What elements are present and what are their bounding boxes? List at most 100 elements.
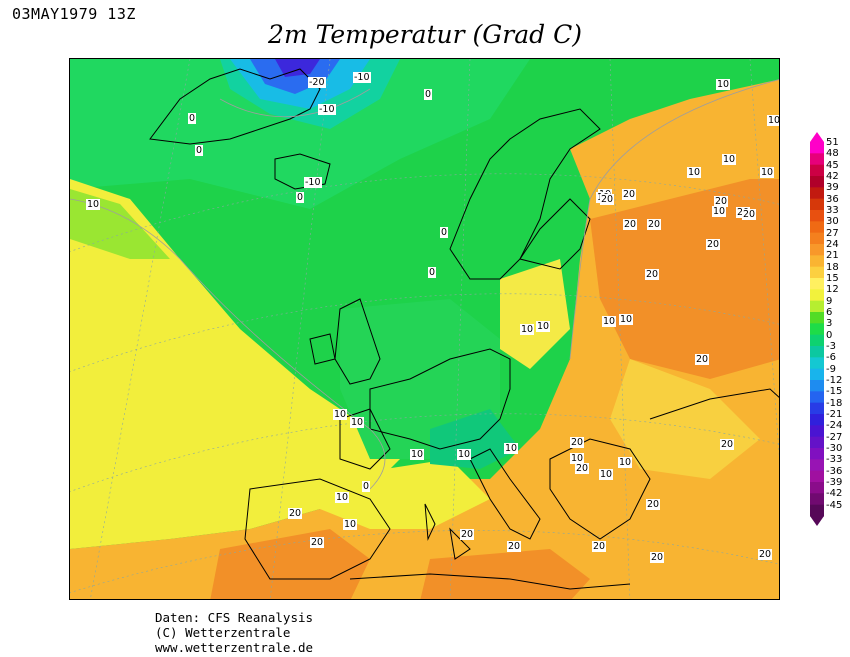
color-legend [810, 132, 824, 526]
contour-label: 10 [410, 449, 425, 460]
temperature-map: -20-10-10000-100100010101010101010202020… [69, 58, 780, 600]
legend-label: 48 [826, 148, 839, 160]
legend-swatch [810, 402, 824, 415]
contour-label: 20 [288, 508, 303, 519]
legend-label: 42 [826, 171, 839, 182]
contour-label: 10 [716, 79, 731, 90]
contour-label: -20 [308, 77, 326, 88]
contour-label: 20 [570, 437, 585, 448]
legend-label: -15 [826, 386, 843, 398]
contour-label: 10 [333, 409, 348, 420]
legend-label: -36 [826, 465, 843, 477]
contour-label: 0 [195, 145, 204, 156]
legend-swatch [810, 334, 824, 347]
legend-swatch [810, 436, 824, 449]
legend-swatch [810, 482, 824, 494]
contour-label: 20 [720, 439, 735, 450]
contour-label: 0 [362, 481, 371, 492]
graticule [70, 59, 779, 599]
legend-label: 0 [826, 329, 833, 341]
legend-label: -45 [826, 499, 843, 511]
legend-label: 27 [826, 227, 839, 239]
legend-swatch [810, 300, 824, 313]
legend-label: -42 [826, 488, 843, 500]
credit-copyright: (C) Wetterzentrale [155, 625, 291, 640]
legend-label: 45 [826, 159, 839, 171]
contour-label: 10 [599, 469, 614, 480]
legend-swatch [810, 448, 824, 460]
legend-arrow-top [810, 132, 824, 142]
contour-label: 20 [507, 541, 522, 552]
map-title: 2m Temperatur (Grad C) [268, 20, 582, 49]
contour-label: 0 [440, 227, 449, 238]
legend-label: 3 [826, 318, 833, 330]
legend-bar [810, 132, 824, 526]
legend-label: 36 [826, 193, 839, 205]
field-cold-deepest [275, 59, 320, 77]
credit-data-source: Daten: CFS Reanalysis [155, 610, 314, 625]
coastlines [149, 68, 779, 590]
legend-label: -33 [826, 454, 843, 466]
legend-swatch [810, 255, 824, 268]
field-yellow-atlantic [70, 179, 400, 549]
contour-label: 20 [310, 537, 325, 548]
contour-label: 20 [758, 549, 773, 560]
legend-swatch [810, 232, 824, 245]
legend-swatch [810, 504, 824, 517]
legend-swatch [810, 153, 824, 166]
contours [70, 79, 779, 490]
legend-swatch [810, 164, 824, 177]
contour-label: 10 [618, 457, 633, 468]
legend-label: 21 [826, 250, 839, 262]
legend-label: 18 [826, 261, 839, 273]
contour-label: 10 [86, 199, 101, 210]
legend-swatch [810, 176, 824, 188]
field-light-green [70, 59, 530, 209]
legend-swatch [810, 323, 824, 336]
legend-label: 51 [826, 137, 839, 148]
contour-label: 20 [592, 541, 607, 552]
credits: Daten: CFS Reanalysis (C) Wetterzentrale… [155, 610, 313, 655]
contour-label: 20 [575, 463, 590, 474]
legend-swatch [810, 187, 824, 200]
legend-label: 33 [826, 205, 839, 216]
contour-label: 0 [188, 113, 197, 124]
contour-label: 20 [645, 269, 660, 280]
legend-label: -21 [826, 409, 843, 420]
credit-website[interactable]: www.wetterzentrale.de [155, 640, 314, 655]
legend-arrow-bottom [810, 516, 824, 526]
contour-label: 10 [722, 154, 737, 165]
legend-label: -30 [826, 443, 843, 454]
contour-label: 20 [600, 194, 615, 205]
field-dark-orange-east [590, 179, 779, 379]
legend-swatch [810, 391, 824, 404]
legend-label: 12 [826, 284, 839, 296]
legend-swatch [810, 312, 824, 324]
contour-label: 20 [623, 219, 638, 230]
contour-label: 10 [619, 314, 634, 325]
contour-label: 20 [742, 209, 757, 220]
legend-label: 6 [826, 307, 833, 318]
date-label: 03MAY1979 13Z [12, 5, 136, 23]
contour-label: 20 [650, 552, 665, 563]
contour-label: 20 [647, 219, 662, 230]
legend-swatch [810, 357, 824, 370]
contour-label: 10 [457, 449, 472, 460]
contour-label: -10 [318, 104, 336, 115]
contour-label: -10 [304, 177, 322, 188]
field-dark-orange-africa [420, 549, 590, 599]
field-dark-orange-iberia [210, 529, 370, 599]
contour-label: 0 [428, 267, 437, 278]
legend-swatch [810, 210, 824, 222]
legend-swatch [810, 142, 824, 154]
legend-label: -24 [826, 420, 843, 432]
contour-label: 10 [767, 115, 780, 126]
legend-swatch [810, 198, 824, 211]
legend-swatch [810, 425, 824, 438]
field-yellow-france [320, 459, 490, 529]
contour-label: 10 [335, 492, 350, 503]
legend-label: -9 [826, 363, 836, 375]
legend-label: -12 [826, 375, 843, 386]
legend-label: 24 [826, 239, 839, 250]
legend-swatch [810, 414, 824, 426]
